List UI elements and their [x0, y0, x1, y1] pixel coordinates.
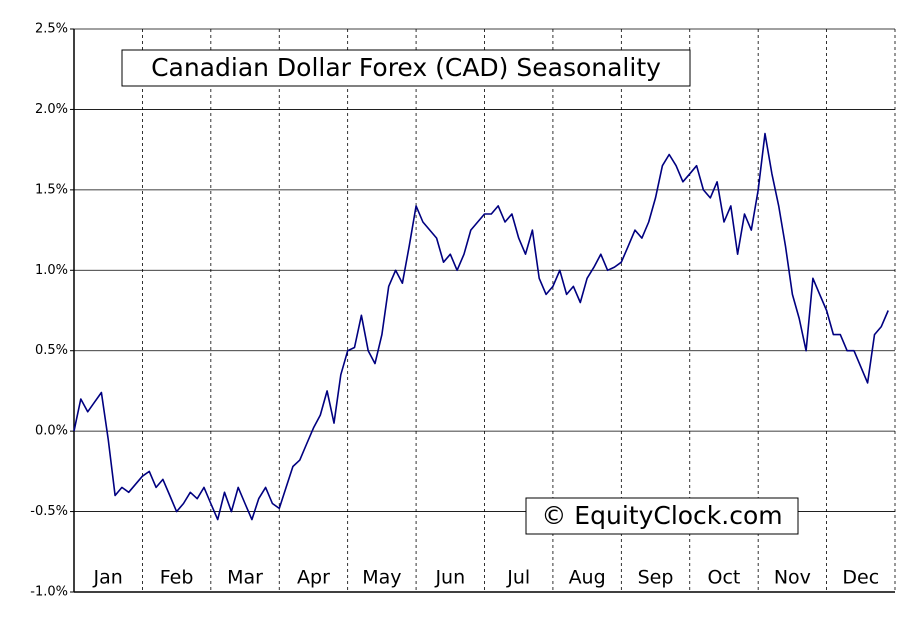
- x-tick-label: Feb: [160, 567, 194, 589]
- x-tick-label: Dec: [842, 567, 879, 589]
- y-tick-label: 2.0%: [35, 102, 68, 117]
- y-tick-label: 1.0%: [35, 263, 68, 278]
- x-tick-label: Aug: [569, 567, 606, 589]
- y-tick-label: 0.0%: [35, 424, 68, 439]
- x-tick-label: Nov: [774, 567, 811, 589]
- series-line: [73, 132, 889, 521]
- x-tick-label: Jan: [93, 567, 123, 589]
- x-tick-label: Sep: [638, 567, 674, 589]
- x-tick-label: Mar: [227, 567, 263, 589]
- x-tick-label: May: [362, 567, 401, 589]
- x-tick-label: Jun: [434, 567, 465, 589]
- watermark: © EquityClock.com: [541, 501, 782, 530]
- y-tick-label: -0.5%: [30, 504, 68, 519]
- y-tick-label: 1.5%: [35, 182, 68, 197]
- title-box: [121, 49, 691, 87]
- y-tick-label: 2.5%: [35, 22, 68, 37]
- x-tick-label: Oct: [708, 567, 741, 589]
- y-tick-label: 0.5%: [35, 343, 68, 358]
- x-tick-label: Jul: [506, 567, 530, 589]
- y-tick-label: -1.0%: [30, 585, 68, 600]
- watermark-box: [525, 497, 799, 535]
- chart-title: Canadian Dollar Forex (CAD) Seasonality: [151, 53, 661, 82]
- x-tick-label: Apr: [297, 567, 330, 589]
